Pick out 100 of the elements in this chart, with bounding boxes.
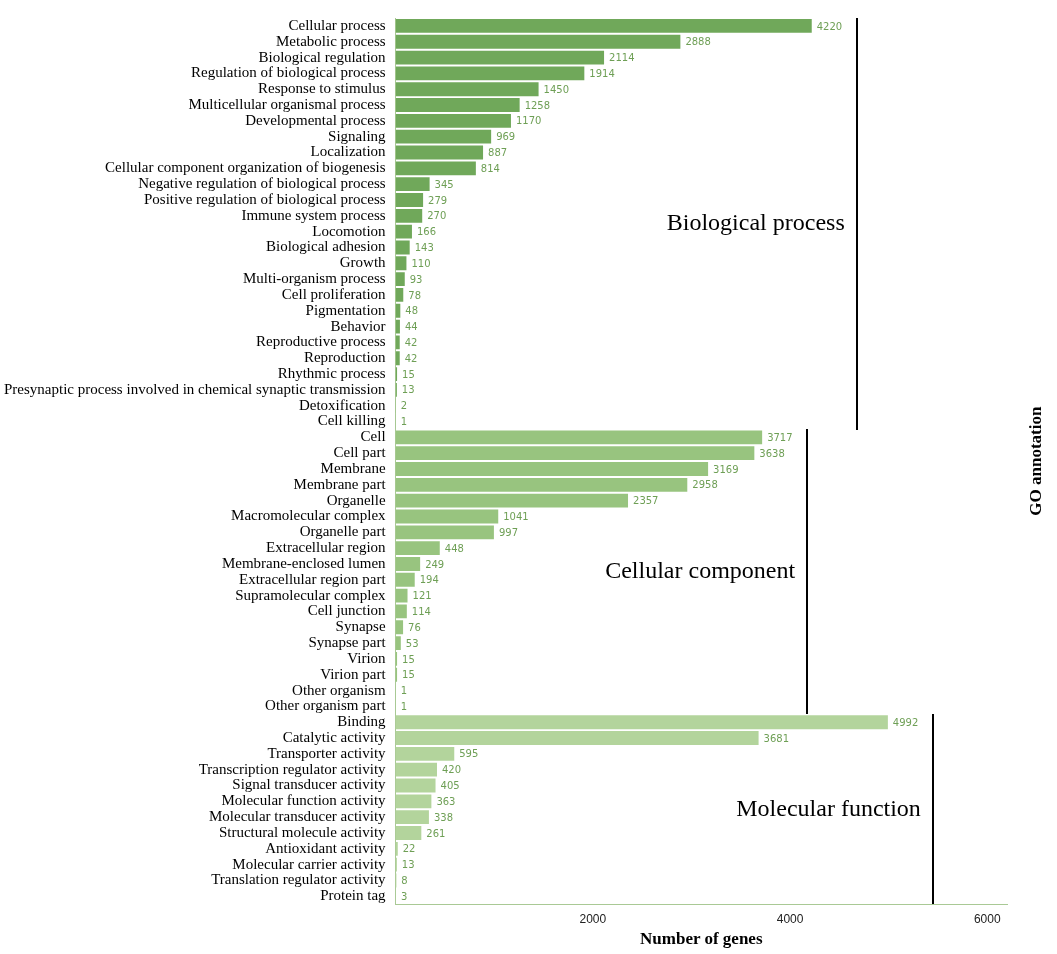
data-label: 13 [401, 859, 415, 871]
bar [395, 129, 492, 144]
y-tick-label: Transcription regulator activity [198, 760, 387, 777]
bar [395, 636, 401, 650]
y-tick-label: Biological regulation [258, 48, 387, 65]
data-label: 76 [408, 621, 421, 633]
x-tick-label: 6000 [973, 911, 1001, 926]
y-tick-label: Macromolecular complex [231, 507, 387, 524]
data-label: 2888 [685, 36, 711, 48]
bar [395, 462, 709, 476]
bar [395, 161, 476, 176]
data-label: 1450 [543, 83, 570, 95]
y-tick-label: Cell [360, 428, 386, 445]
y-tick-label: Signaling [328, 127, 387, 144]
y-tick-label: Synapse part [308, 634, 387, 651]
y-tick-label: Localization [310, 143, 387, 160]
data-label: 114 [411, 606, 431, 618]
y-tick-label: Molecular function activity [221, 792, 387, 809]
data-label: 338 [433, 811, 454, 823]
data-label: 279 [428, 194, 448, 206]
data-label: 48 [405, 305, 419, 317]
x-tick-label: 4000 [776, 911, 804, 926]
bar [395, 256, 407, 271]
data-label: 78 [408, 289, 422, 301]
data-label: 4220 [816, 20, 843, 32]
y-tick-label: Catalytic activity [282, 728, 387, 745]
y-tick-label: Multi-organism process [242, 270, 386, 287]
y-tick-label: Other organism [292, 681, 386, 698]
y-tick-label: Cell proliferation [281, 285, 387, 302]
bar [395, 82, 539, 97]
bar [395, 430, 763, 445]
data-label: 261 [426, 827, 446, 839]
bar [395, 588, 408, 603]
data-label: 3717 [767, 431, 793, 443]
y-tick-label: Immune system process [241, 206, 386, 223]
data-label: 969 [496, 131, 516, 143]
annotation: Biological process [666, 209, 845, 236]
annotation: Molecular function [736, 794, 921, 821]
data-label: 3169 [713, 463, 739, 475]
data-label: 814 [480, 162, 500, 174]
y-tick-label: Molecular carrier activity [232, 855, 387, 872]
data-label: 2958 [692, 479, 718, 491]
data-label: 42 [404, 337, 418, 349]
bar [395, 477, 688, 492]
y-tick-label: Reproduction [303, 349, 387, 366]
bar [395, 557, 421, 571]
y-tick-label: Multicellular organismal process [188, 95, 386, 112]
bar [395, 98, 520, 112]
y-tick-label: Reproductive process [256, 333, 386, 350]
bar [395, 145, 484, 160]
data-label: 13 [401, 384, 415, 396]
bar [395, 34, 681, 49]
data-label: 448 [444, 542, 464, 554]
data-label: 1258 [524, 99, 551, 111]
annotation: Cellular component [605, 557, 796, 584]
bar [395, 208, 423, 223]
bar [395, 240, 410, 255]
y-tick-label: Developmental process [245, 111, 386, 128]
data-label: 270 [427, 210, 447, 222]
y-tick-label: Behavior [330, 317, 386, 334]
data-label: 2 [400, 400, 408, 412]
data-label: 1 [400, 700, 408, 712]
y-tick-label: Negative regulation of biological process [138, 175, 386, 192]
data-label: 2114 [609, 52, 635, 64]
y-tick-label: Binding [337, 713, 387, 730]
data-label: 405 [440, 780, 460, 792]
y-tick-label: Transporter activity [267, 744, 387, 761]
data-label: 53 [405, 637, 419, 649]
x-tick-label: 2000 [579, 911, 607, 926]
y-tick-label: Antioxidant activity [265, 839, 387, 856]
data-label: 3638 [759, 447, 785, 459]
data-label: 3 [400, 890, 408, 902]
data-label: 42 [404, 352, 418, 364]
y-tick-label: Presynaptic process involved in chemical synaptic transmission [3, 380, 387, 397]
y-tick-label: Organelle part [299, 523, 387, 540]
data-label: 143 [414, 242, 434, 254]
data-label: 997 [498, 526, 518, 538]
y-tick-label: Pigmentation [305, 301, 387, 318]
data-label: 166 [416, 226, 437, 238]
y-tick-label: Cell junction [307, 602, 387, 619]
y-tick-label: Cellular component organization of biogenesis [105, 159, 386, 176]
y-tick-label: Translation regulator activity [211, 871, 387, 888]
y-tick-label: Virion [347, 649, 387, 666]
data-label: 15 [402, 368, 415, 380]
y-tick-label: Signal transducer activity [232, 776, 387, 793]
data-label: 363 [436, 795, 456, 807]
y-tick-label: Biological adhesion [266, 238, 387, 255]
y-tick-label: Metabolic process [276, 32, 386, 49]
bar [395, 446, 755, 461]
bar [395, 50, 605, 65]
data-label: 121 [412, 590, 432, 602]
data-label: 22 [402, 843, 416, 855]
data-label: 249 [425, 558, 445, 570]
data-label: 420 [442, 764, 462, 776]
y-tick-label: Cellular process [288, 16, 386, 33]
data-label: 93 [409, 273, 423, 285]
y-tick-label: Synapse [335, 618, 386, 635]
bar [395, 113, 511, 128]
data-label: 1914 [589, 67, 615, 79]
x-axis-title: Number of genes [640, 929, 763, 949]
